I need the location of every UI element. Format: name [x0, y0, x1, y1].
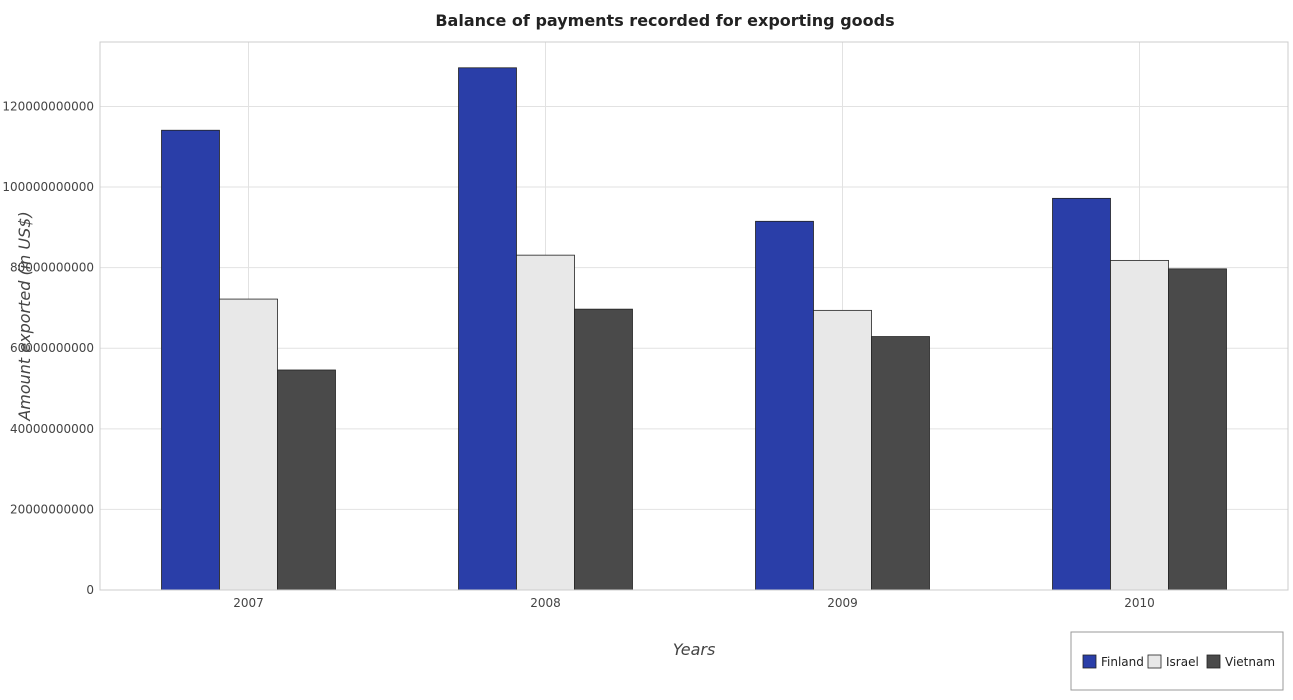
chart-title: Balance of payments recorded for exporti… [435, 11, 894, 30]
y-axis-title: Amount exported (in US$) [15, 211, 34, 421]
legend-label-finland: Finland [1101, 655, 1144, 669]
bar-israel-2009 [813, 309, 872, 591]
legend-label-israel: Israel [1166, 655, 1199, 669]
legend-swatch-finland [1082, 654, 1097, 669]
y-tick-label: 100000000000 [2, 180, 94, 194]
y-tick-label: 80000000000 [10, 261, 94, 275]
bar-israel-2007 [219, 298, 278, 591]
y-tick-label: 60000000000 [10, 341, 94, 355]
bar-finland-2008 [458, 67, 517, 591]
x-tick-label: 2007 [233, 596, 264, 610]
x-tick-label: 2009 [827, 596, 858, 610]
bar-vietnam-2008 [574, 308, 633, 591]
y-tick-label: 120000000000 [2, 99, 94, 113]
y-tick-label: 40000000000 [10, 422, 94, 436]
plot-frame [99, 41, 1289, 591]
legend: Finland Israel Vietnam [1070, 631, 1284, 691]
bars [161, 67, 1227, 591]
bar-finland-2009 [755, 220, 814, 591]
bar-israel-2008 [516, 254, 575, 591]
y-tick-label: 20000000000 [10, 502, 94, 516]
bar-vietnam-2010 [1168, 268, 1227, 591]
x-axis: 2007 2008 2009 2010 [233, 596, 1155, 610]
x-tick-label: 2010 [1124, 596, 1155, 610]
bar-finland-2010 [1052, 197, 1111, 591]
bar-israel-2010 [1110, 259, 1169, 591]
legend-label-vietnam: Vietnam [1225, 655, 1275, 669]
x-tick-label: 2008 [530, 596, 561, 610]
bar-vietnam-2009 [871, 336, 930, 591]
legend-box [1070, 631, 1284, 691]
y-tick-label: 0 [86, 583, 94, 597]
y-axis: 0 20000000000 40000000000 60000000000 800000… [2, 99, 94, 597]
bar-vietnam-2007 [277, 369, 336, 591]
legend-swatch-israel [1147, 654, 1162, 669]
x-axis-title: Years [673, 640, 716, 659]
legend-swatch-vietnam [1206, 654, 1221, 669]
bar-finland-2007 [161, 129, 220, 591]
